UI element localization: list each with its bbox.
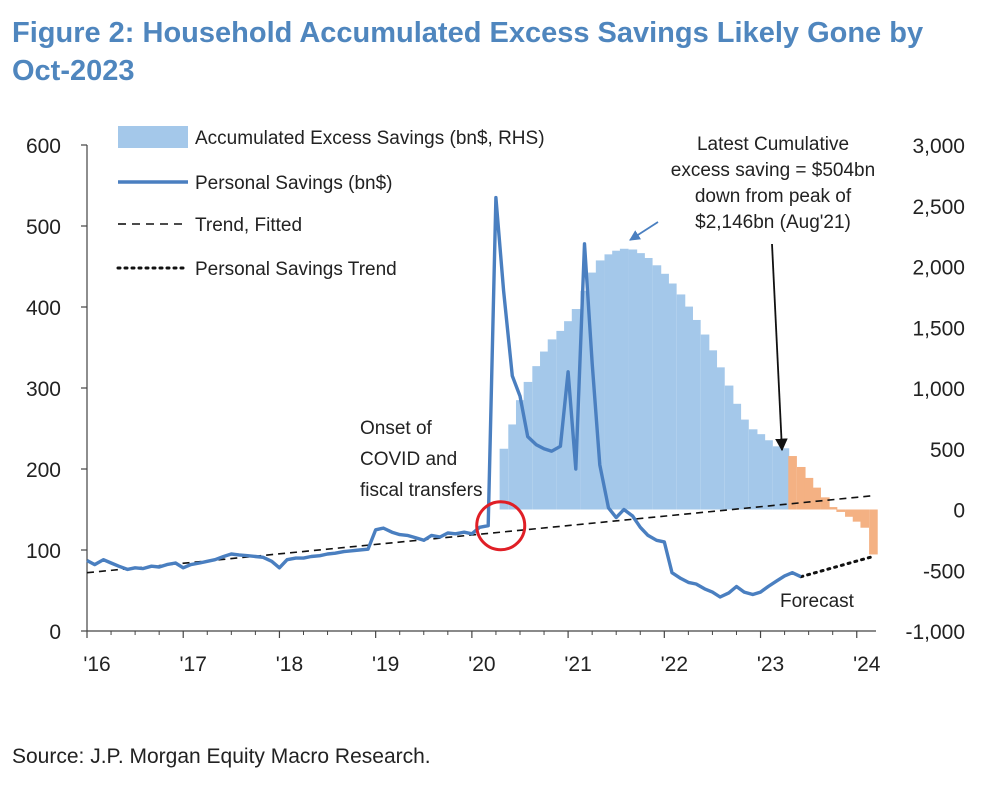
legend-label: Accumulated Excess Savings (bn$, RHS) — [195, 128, 545, 149]
excess-savings-bar — [740, 419, 749, 510]
x-tick-label: '21 — [564, 653, 591, 676]
excess-savings-forecast-bar — [845, 509, 854, 517]
y2-tick-label: -1,000 — [905, 621, 965, 644]
axes-group: 0 100 200 300 400 500 600 -1,000 -500 0 500 1,000 1,… — [26, 135, 965, 676]
legend-swatch-area — [118, 126, 188, 148]
x-tick-label: '22 — [661, 653, 688, 676]
excess-savings-bar — [523, 381, 533, 510]
excess-savings-forecast-bar — [796, 466, 806, 510]
latest-annotation-line: excess saving = $504bn — [671, 160, 875, 181]
excess-savings-forecast-bar — [828, 507, 838, 510]
excess-savings-bar — [716, 367, 725, 510]
excess-savings-bar — [684, 306, 693, 510]
excess-savings-bar — [652, 265, 662, 510]
y-tick-label: 300 — [26, 378, 61, 401]
excess-savings-bar — [564, 321, 573, 510]
excess-savings-bar — [643, 257, 653, 510]
y2-tick-label: 1,000 — [912, 378, 965, 401]
legend: Accumulated Excess Savings (bn$, RHS) Per… — [116, 126, 545, 280]
x-tick-label: '17 — [180, 653, 207, 676]
peak-arrow — [629, 221, 659, 241]
latest-arrow — [771, 243, 788, 452]
excess-savings-area-group — [499, 248, 790, 510]
excess-savings-bar — [540, 351, 549, 510]
latest-annotation-line: Latest Cumulative — [697, 134, 849, 155]
onset-annotation-line: COVID and — [360, 449, 457, 470]
excess-savings-bar — [580, 290, 590, 510]
excess-savings-bar — [780, 448, 790, 510]
excess-savings-forecast-bar — [869, 509, 878, 555]
excess-savings-bar — [636, 253, 645, 510]
excess-savings-bar — [700, 334, 710, 510]
onset-annotation-line: fiscal transfers — [360, 480, 482, 501]
excess-savings-bar — [764, 440, 773, 510]
y2-tick-label: 0 — [953, 500, 965, 523]
y2-tick-label: -500 — [923, 560, 965, 583]
forecast-label: Forecast — [780, 591, 855, 612]
onset-highlight-circle — [475, 500, 527, 552]
legend-label: Personal Savings Trend — [195, 259, 397, 280]
excess-savings-bar — [708, 350, 718, 510]
legend-label: Personal Savings (bn$) — [195, 173, 393, 194]
x-tick-label: '20 — [468, 653, 495, 676]
excess-savings-bar — [556, 330, 566, 510]
y-tick-label: 500 — [26, 216, 61, 239]
excess-savings-bar — [604, 254, 614, 510]
y-tick-label: 200 — [26, 459, 61, 482]
excess-savings-bar — [571, 309, 581, 510]
excess-savings-bar — [588, 272, 597, 510]
source-note: Source: J.P. Morgan Equity Macro Researc… — [12, 745, 431, 768]
x-tick-label: '18 — [276, 653, 303, 676]
excess-savings-bar — [532, 366, 541, 510]
latest-annotation-line: down from peak of — [695, 186, 852, 207]
excess-savings-forecast-bar — [788, 456, 797, 510]
excess-savings-bar — [515, 400, 525, 510]
excess-savings-bar — [692, 319, 701, 510]
lines-group — [86, 195, 875, 599]
personal-savings-line — [86, 195, 802, 599]
latest-annotation-line: $2,146bn (Aug'21) — [695, 212, 851, 233]
excess-savings-bar — [547, 339, 557, 510]
excess-savings-forecast-group — [788, 456, 878, 555]
excess-savings-bar — [508, 424, 517, 510]
x-tick-label: '24 — [853, 653, 881, 676]
excess-savings-bar — [748, 429, 758, 510]
excess-savings-forecast-bar — [820, 497, 830, 510]
y-tick-label: 100 — [26, 540, 61, 563]
x-tick-label: '19 — [372, 653, 399, 676]
excess-savings-bar — [756, 434, 766, 510]
excess-savings-forecast-bar — [852, 509, 862, 522]
annotations-group: Latest Cumulative excess saving = $504bn d… — [360, 134, 875, 612]
excess-savings-forecast-bar — [812, 487, 821, 510]
y-tick-label: 400 — [26, 297, 61, 320]
excess-savings-bar — [676, 294, 686, 510]
legend-label: Trend, Fitted — [195, 215, 302, 236]
excess-savings-bar — [772, 446, 782, 510]
excess-savings-bar — [724, 385, 734, 510]
y-tick-label: 600 — [26, 135, 61, 158]
excess-savings-bar — [595, 260, 605, 510]
x-tick-label: '23 — [757, 653, 784, 676]
onset-annotation-line: Onset of — [360, 418, 433, 439]
y2-tick-label: 500 — [930, 439, 965, 462]
excess-savings-bar — [668, 283, 677, 510]
y2-tick-label: 1,500 — [912, 317, 965, 340]
personal-savings-trend-line — [799, 555, 875, 579]
x-tick-label: '16 — [83, 653, 110, 676]
excess-savings-bar — [499, 448, 509, 510]
excess-savings-forecast-bar — [804, 477, 814, 510]
chart-title: Figure 2: Household Accumulated Excess S… — [12, 17, 924, 87]
excess-savings-bar — [660, 273, 669, 510]
excess-savings-bar — [732, 403, 742, 510]
excess-savings-bar — [619, 248, 629, 510]
excess-savings-bar — [612, 250, 621, 510]
y2-tick-label: 2,500 — [912, 196, 965, 219]
y2-tick-label: 3,000 — [912, 135, 965, 158]
y-tick-label: 0 — [49, 621, 61, 644]
excess-savings-bar — [628, 249, 638, 510]
excess-savings-forecast-bar — [860, 509, 870, 528]
y2-tick-label: 2,000 — [912, 257, 965, 280]
excess-savings-forecast-bar — [836, 509, 846, 512]
